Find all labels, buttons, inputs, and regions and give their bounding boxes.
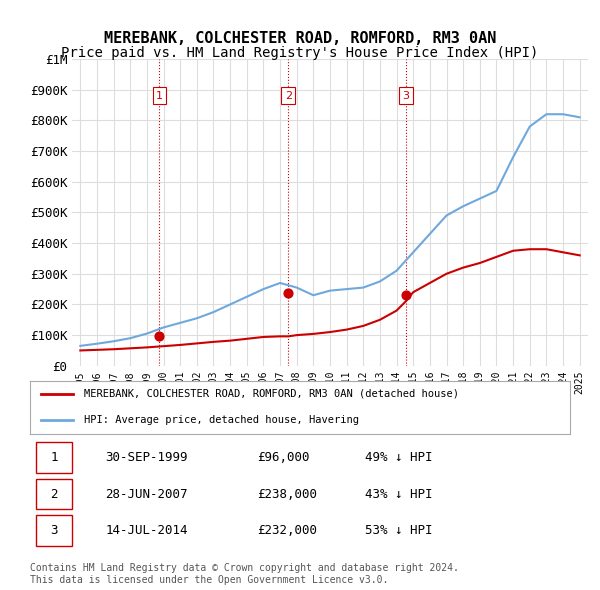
Point <box>401 290 410 299</box>
FancyBboxPatch shape <box>37 515 71 546</box>
Text: MEREBANK, COLCHESTER ROAD, ROMFORD, RM3 0AN: MEREBANK, COLCHESTER ROAD, ROMFORD, RM3 … <box>104 31 496 46</box>
Text: 3: 3 <box>402 91 409 101</box>
Text: 43% ↓ HPI: 43% ↓ HPI <box>365 487 432 501</box>
Text: 53% ↓ HPI: 53% ↓ HPI <box>365 524 432 537</box>
Text: £238,000: £238,000 <box>257 487 317 501</box>
Text: 2: 2 <box>285 91 292 101</box>
Text: 28-JUN-2007: 28-JUN-2007 <box>106 487 188 501</box>
Point <box>284 288 293 297</box>
Text: Price paid vs. HM Land Registry's House Price Index (HPI): Price paid vs. HM Land Registry's House … <box>61 46 539 60</box>
Text: 14-JUL-2014: 14-JUL-2014 <box>106 524 188 537</box>
Text: MEREBANK, COLCHESTER ROAD, ROMFORD, RM3 0AN (detached house): MEREBANK, COLCHESTER ROAD, ROMFORD, RM3 … <box>84 389 459 399</box>
FancyBboxPatch shape <box>37 479 71 509</box>
Text: Contains HM Land Registry data © Crown copyright and database right 2024.
This d: Contains HM Land Registry data © Crown c… <box>30 563 459 585</box>
Text: HPI: Average price, detached house, Havering: HPI: Average price, detached house, Have… <box>84 415 359 425</box>
Text: 1: 1 <box>156 91 163 101</box>
Text: 49% ↓ HPI: 49% ↓ HPI <box>365 451 432 464</box>
Point <box>155 332 164 341</box>
Text: 30-SEP-1999: 30-SEP-1999 <box>106 451 188 464</box>
FancyBboxPatch shape <box>37 442 71 473</box>
Text: £96,000: £96,000 <box>257 451 310 464</box>
Text: 1: 1 <box>50 451 58 464</box>
Text: 2: 2 <box>50 487 58 501</box>
Text: 3: 3 <box>50 524 58 537</box>
Text: £232,000: £232,000 <box>257 524 317 537</box>
